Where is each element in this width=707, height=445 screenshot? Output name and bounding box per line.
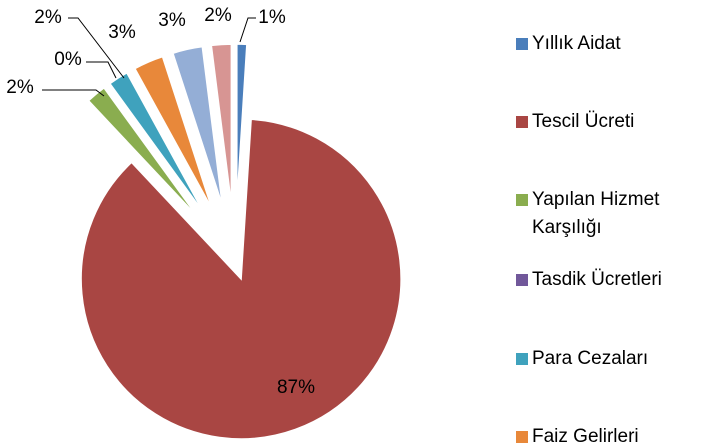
data-label: 3% [158, 10, 186, 31]
legend-swatch [516, 116, 528, 128]
leader-line [68, 17, 125, 79]
pie-slice [171, 45, 224, 206]
data-label: 2% [34, 7, 62, 28]
data-label: 2% [204, 5, 232, 26]
legend-item: Tasdik Ücretleri [516, 266, 706, 294]
legend-swatch [516, 194, 528, 206]
leader-line [42, 89, 105, 97]
legend-label: Tescil Ücreti [532, 111, 635, 132]
pie-slice [106, 85, 202, 216]
legend-item: Yapılan Hizmet Karşılığı [516, 186, 706, 242]
leader-line [239, 17, 256, 43]
leader-line [86, 61, 117, 79]
legend-item: Tescil Ücreti [516, 108, 706, 136]
legend-swatch [516, 431, 528, 443]
legend-label: Tasdik Ücretleri [532, 269, 662, 290]
pie-slice [87, 86, 199, 218]
legend-item: Para Cezaları [516, 345, 706, 373]
pie-slice [108, 71, 205, 214]
pie-slice [210, 43, 233, 205]
legend-swatch [516, 353, 528, 365]
legend-swatch [516, 274, 528, 286]
legend-item: Yıllık Aidat [516, 30, 706, 58]
pie-plot: 1% 87% 2% 0% 2% 3% 3% 2% [6, 5, 402, 440]
legend-label: Yıllık Aidat [532, 33, 621, 54]
pie-slice [133, 55, 213, 210]
legend-label: Yapılan Hizmet Karşılığı [532, 189, 660, 238]
data-label: 87% [277, 377, 315, 398]
legend-label: Faiz Gelirleri [532, 426, 639, 445]
data-label: 1% [258, 7, 286, 28]
data-label: 3% [108, 22, 136, 43]
data-label: 2% [6, 77, 34, 98]
pie-slice [236, 43, 248, 205]
data-label: 0% [54, 49, 82, 70]
legend-item: Faiz Gelirleri [516, 423, 706, 445]
legend-label: Para Cezaları [532, 348, 649, 369]
legend-swatch [516, 38, 528, 50]
pie-slice [80, 118, 402, 440]
